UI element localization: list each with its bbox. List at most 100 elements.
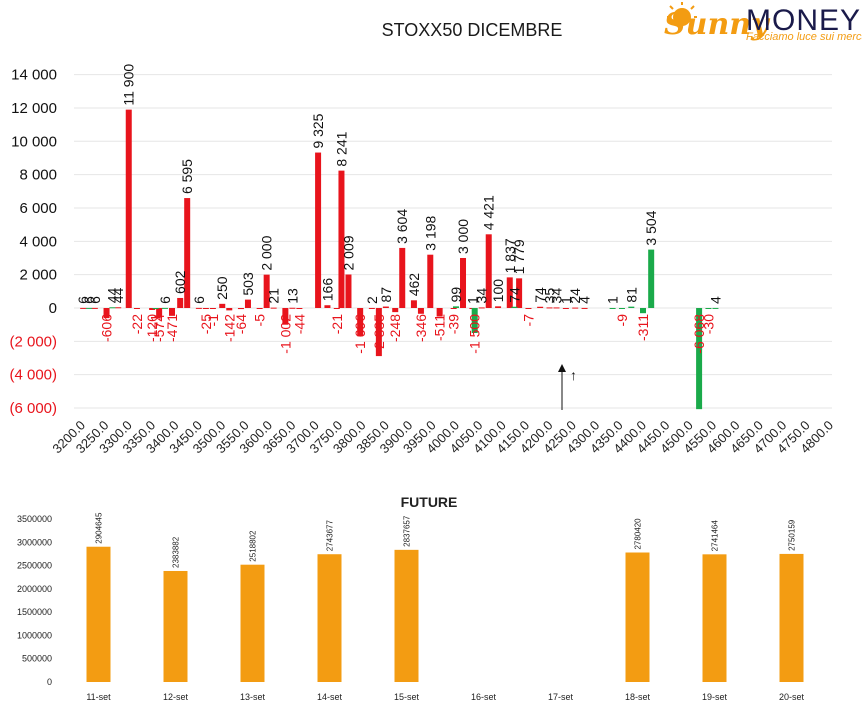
- put-bar: [525, 308, 532, 309]
- put-data-label: 3 000: [455, 219, 471, 254]
- put-bar: [546, 307, 553, 309]
- future-x-tick-label: 12-set: [163, 692, 189, 702]
- put-bar: [553, 307, 560, 309]
- y-tick-label: 12 000: [11, 100, 57, 117]
- put-data-label: 74: [532, 287, 548, 303]
- put-data-label: -2 885: [371, 314, 387, 354]
- put-bar: [324, 305, 331, 308]
- call-bar: [705, 308, 712, 309]
- put-data-label: -44: [291, 314, 307, 334]
- put-data-label: -1: [205, 314, 221, 327]
- put-data-label: -142: [221, 314, 237, 342]
- future-x-tick-label: 14-set: [317, 692, 343, 702]
- put-data-label: 1: [558, 296, 574, 304]
- put-data-label: 6: [75, 296, 91, 304]
- put-bar: [478, 307, 485, 309]
- future-x-tick-label: 15-set: [394, 692, 420, 702]
- put-bar: [333, 308, 340, 309]
- future-y-tick-label: 500000: [22, 654, 52, 664]
- put-bar: [375, 308, 382, 357]
- put-data-label: 2 009: [340, 235, 356, 270]
- pointer-arrow: ↑: [558, 364, 577, 410]
- call-bar: [618, 308, 625, 309]
- put-data-label: 1: [464, 296, 480, 304]
- put-bar: [485, 234, 492, 308]
- put-bar: [436, 308, 443, 317]
- brand-logo: Sunny MONEY Facciamo luce sui mercati: [664, 2, 862, 43]
- put-data-label: -471: [164, 314, 180, 342]
- call-data-label: -9: [614, 314, 630, 327]
- call-data-label: 4: [707, 296, 723, 304]
- future-y-tick-label: 1000000: [17, 630, 52, 640]
- call-bar: [696, 308, 703, 410]
- sun-icon: [667, 2, 697, 26]
- put-data-label: -511: [432, 314, 448, 341]
- call-data-label: -1: [148, 314, 164, 327]
- put-bar: [338, 170, 345, 308]
- pointer-arrow-label: ↑: [570, 367, 577, 383]
- future-y-tick-label: 2500000: [17, 561, 52, 571]
- put-data-label: 87: [378, 287, 394, 303]
- put-bar: [315, 152, 322, 308]
- put-data-label: 21: [266, 288, 282, 304]
- brand-word-money: MONEY: [746, 4, 861, 37]
- future-x-tick-label: 20-set: [779, 692, 805, 702]
- call-bar: [712, 307, 719, 309]
- put-bar: [368, 307, 375, 309]
- put-data-label: 462: [406, 273, 422, 297]
- put-bar: [516, 278, 523, 308]
- future-data-label: 2780420: [634, 518, 643, 550]
- y-tick-label: 10 000: [11, 133, 57, 150]
- put-data-label: 24: [567, 288, 583, 304]
- put-data-label: 3 604: [394, 209, 410, 244]
- put-bar: [133, 308, 140, 309]
- put-data-label: 9 325: [310, 113, 326, 148]
- chart-title: STOXX50 DICEMBRE: [382, 20, 563, 40]
- put-data-label: 100: [490, 279, 506, 303]
- future-y-tick-label: 1500000: [17, 607, 52, 617]
- put-bar: [168, 308, 175, 316]
- main-x-axis: 3200.03250.03300.03350.03400.03450.03500…: [49, 418, 836, 457]
- future-bar: [163, 570, 188, 682]
- y-tick-label: 2 000: [19, 267, 57, 284]
- put-bar: [177, 297, 184, 308]
- put-bar: [392, 308, 399, 313]
- put-data-label: 2 000: [259, 235, 275, 270]
- put-data-label: 166: [319, 278, 335, 302]
- future-y-axis: 0 500000 1000000 1500000 2000000 2500000 30000…: [17, 514, 52, 687]
- put-bar: [244, 299, 251, 308]
- put-data-label: -248: [387, 314, 403, 342]
- put-data-label: -22: [129, 314, 145, 334]
- call-data-label: 3 504: [643, 210, 659, 245]
- put-bar: [149, 308, 156, 311]
- put-data-label: 44: [110, 287, 126, 303]
- put-bar: [115, 307, 122, 309]
- put-data-label: -39: [446, 314, 462, 334]
- put-bar: [263, 274, 270, 308]
- call-bar: [86, 307, 93, 309]
- call-data-label: 1: [605, 296, 621, 304]
- future-data-label: 2518802: [249, 530, 258, 562]
- put-data-label: 503: [240, 272, 256, 296]
- put-data-label: 4: [577, 296, 593, 304]
- y-tick-label: (4 000): [9, 367, 57, 384]
- future-x-axis: 11-set 12-set 13-set 14-set 15-set 16-set 17-s…: [86, 692, 804, 702]
- main-bars: [80, 109, 719, 410]
- put-data-label: 4 421: [481, 195, 497, 230]
- future-bars: [86, 546, 804, 682]
- put-data-label: 34: [549, 288, 565, 304]
- put-data-label: -606: [99, 314, 115, 342]
- y-tick-label: (6 000): [9, 400, 57, 417]
- put-bar: [427, 254, 434, 308]
- put-bar: [289, 307, 296, 309]
- call-bar: [648, 249, 655, 308]
- future-x-tick-label: 11-set: [86, 692, 111, 702]
- future-y-tick-label: 2000000: [17, 584, 52, 594]
- call-data-label: 74: [506, 287, 522, 303]
- y-tick-label: 8 000: [19, 167, 57, 184]
- call-bar: [109, 307, 116, 309]
- put-bar: [382, 306, 389, 308]
- future-bar: [86, 546, 111, 682]
- put-bar: [357, 308, 364, 337]
